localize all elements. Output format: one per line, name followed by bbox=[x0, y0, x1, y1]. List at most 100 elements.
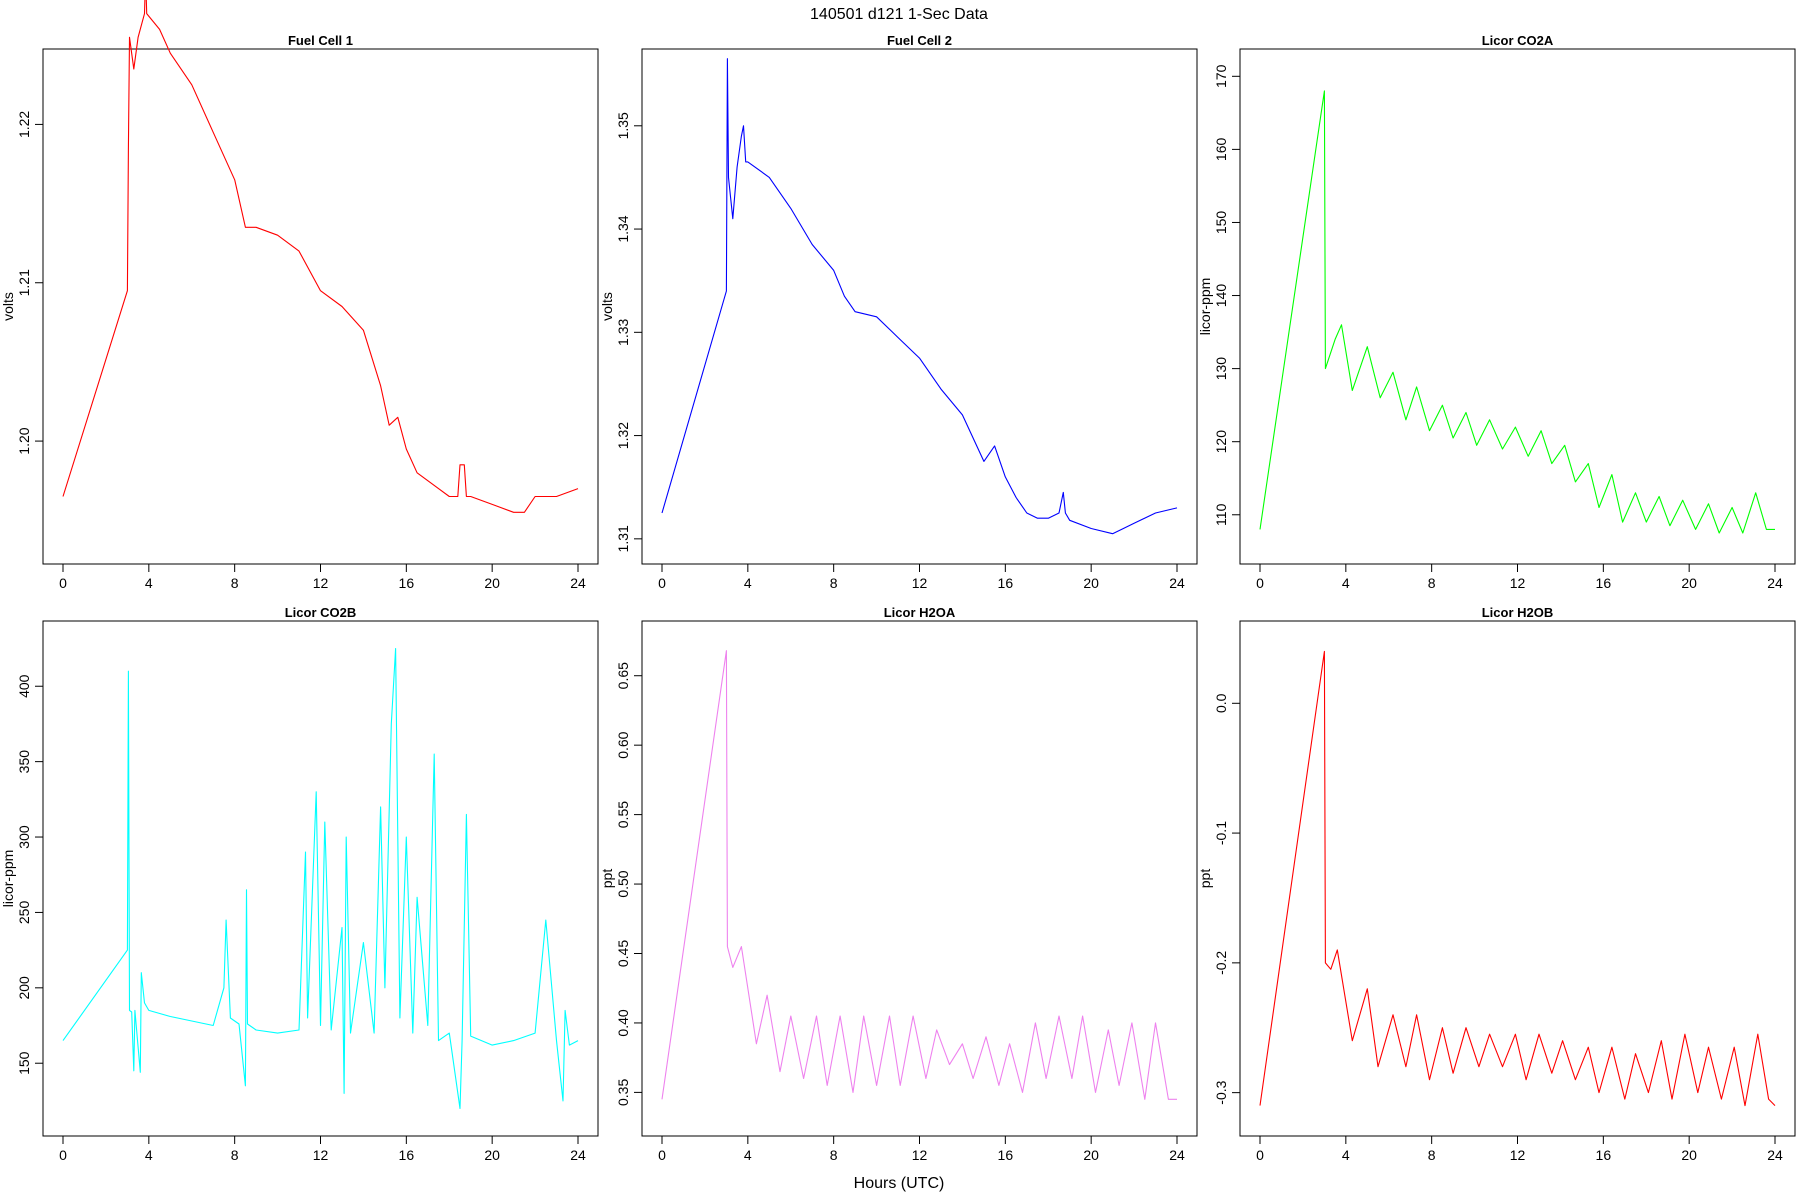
x-tick-label: 16 bbox=[399, 1147, 415, 1163]
y-tick-label: 1.35 bbox=[615, 112, 631, 139]
y-tick-label: 0.0 bbox=[1213, 693, 1229, 713]
x-tick-label: 0 bbox=[658, 575, 666, 591]
x-tick-label: 0 bbox=[658, 1147, 666, 1163]
y-tick-label: 140 bbox=[1213, 284, 1229, 308]
panel-title: Licor CO2A bbox=[1482, 33, 1554, 48]
x-tick-label: 24 bbox=[1767, 575, 1783, 591]
y-tick-label: 1.32 bbox=[615, 422, 631, 449]
panel-title: Licor H2OA bbox=[884, 605, 956, 620]
panels: Fuel Cell 1 0 4 8 12 16 20 24 1.20 1.21 1.22 voltsF… bbox=[0, 0, 1796, 1163]
x-tick-label: 4 bbox=[145, 575, 153, 591]
series-line bbox=[661, 650, 1177, 1100]
x-tick-label: 24 bbox=[570, 575, 586, 591]
y-tick-label: 1.21 bbox=[16, 269, 32, 296]
y-axis-label: licor-ppm bbox=[1197, 278, 1213, 336]
y-tick-label: 160 bbox=[1213, 137, 1229, 161]
x-tick-label: 8 bbox=[231, 575, 239, 591]
y-tick-label: 1.20 bbox=[16, 427, 32, 454]
x-tick-label: 4 bbox=[1342, 1147, 1350, 1163]
y-tick-label: 1.22 bbox=[16, 111, 32, 138]
y-tick-label: 200 bbox=[16, 976, 32, 1000]
x-tick-label: 4 bbox=[1342, 575, 1350, 591]
series-line bbox=[661, 58, 1178, 535]
x-tick-label: 4 bbox=[744, 575, 752, 591]
series-line bbox=[62, 0, 579, 513]
x-tick-label: 8 bbox=[830, 575, 838, 591]
x-tick-label: 8 bbox=[1428, 575, 1436, 591]
y-tick-label: 1.34 bbox=[615, 215, 631, 242]
x-tick-label: 12 bbox=[912, 1147, 928, 1163]
y-tick-label: 150 bbox=[16, 1051, 32, 1075]
x-tick-label: 0 bbox=[59, 1147, 67, 1163]
x-tick-label: 8 bbox=[231, 1147, 239, 1163]
x-tick-label: 12 bbox=[313, 1147, 329, 1163]
x-tick-label: 24 bbox=[1169, 575, 1185, 591]
x-tick-label: 4 bbox=[744, 1147, 752, 1163]
x-tick-label: 0 bbox=[59, 575, 67, 591]
y-tick-label: 130 bbox=[1213, 357, 1229, 381]
y-tick-label: 350 bbox=[16, 750, 32, 774]
x-tick-label: 12 bbox=[912, 575, 928, 591]
plot-frame bbox=[42, 48, 599, 565]
y-tick-label: 300 bbox=[16, 825, 32, 849]
y-tick-label: 250 bbox=[16, 901, 32, 925]
plot-frame bbox=[42, 620, 599, 1137]
y-tick-label: -0.1 bbox=[1213, 821, 1229, 845]
series-line bbox=[1259, 90, 1775, 534]
series-line bbox=[62, 647, 579, 1110]
x-tick-label: 24 bbox=[1169, 1147, 1185, 1163]
y-tick-label: 120 bbox=[1213, 430, 1229, 454]
x-tick-label: 12 bbox=[1510, 575, 1526, 591]
x-tick-label: 16 bbox=[1596, 575, 1612, 591]
y-tick-label: 0.35 bbox=[615, 1079, 631, 1106]
x-tick-label: 20 bbox=[1681, 1147, 1697, 1163]
x-tick-label: 20 bbox=[484, 575, 500, 591]
panel-2: Fuel Cell 2 0 4 8 12 16 20 24 1.31 1.32 1.33 1.34 1.… bbox=[599, 33, 1198, 591]
x-tick-label: 0 bbox=[1256, 575, 1264, 591]
y-tick-label: 0.50 bbox=[615, 870, 631, 897]
y-tick-label: 0.40 bbox=[615, 1009, 631, 1036]
y-tick-label: -0.2 bbox=[1213, 951, 1229, 975]
y-tick-label: -0.3 bbox=[1213, 1080, 1229, 1104]
y-tick-label: 400 bbox=[16, 674, 32, 698]
y-axis-label: ppt bbox=[599, 869, 615, 889]
y-axis-label: ppt bbox=[1197, 869, 1213, 889]
y-tick-label: 0.65 bbox=[615, 662, 631, 689]
y-tick-label: 1.33 bbox=[615, 318, 631, 345]
x-tick-label: 24 bbox=[570, 1147, 586, 1163]
panel-title: Licor CO2B bbox=[285, 605, 357, 620]
x-tick-label: 8 bbox=[1428, 1147, 1436, 1163]
y-axis-label: volts bbox=[0, 292, 16, 321]
panel-title: Licor H2OB bbox=[1482, 605, 1554, 620]
y-tick-label: 0.60 bbox=[615, 731, 631, 758]
panel-title: Fuel Cell 1 bbox=[288, 33, 353, 48]
panel-6: Licor H2OB 0 4 8 12 16 20 24 -0.3 -0.2 -0.1 0.0 ppt bbox=[1197, 605, 1796, 1163]
y-tick-label: 1.31 bbox=[615, 525, 631, 552]
panel-5: Licor H2OA 0 4 8 12 16 20 24 0.35 0.40 0.45 0.50 0.5… bbox=[599, 605, 1198, 1163]
x-tick-label: 16 bbox=[399, 575, 415, 591]
panel-1: Fuel Cell 1 0 4 8 12 16 20 24 1.20 1.21 1.22 volts bbox=[0, 0, 599, 591]
series-line bbox=[1259, 650, 1776, 1107]
x-tick-label: 20 bbox=[1083, 1147, 1099, 1163]
x-tick-label: 20 bbox=[1681, 575, 1697, 591]
y-tick-label: 0.45 bbox=[615, 940, 631, 967]
x-tick-label: 16 bbox=[998, 1147, 1014, 1163]
x-axis-label: Hours (UTC) bbox=[854, 1175, 945, 1192]
x-tick-label: 12 bbox=[313, 575, 329, 591]
x-tick-label: 20 bbox=[1083, 575, 1099, 591]
panel-4: Licor CO2B 0 4 8 12 16 20 24 150 200 250 300 350 400 l… bbox=[0, 605, 599, 1163]
y-tick-label: 170 bbox=[1213, 64, 1229, 88]
x-tick-label: 16 bbox=[1596, 1147, 1612, 1163]
plot-frame bbox=[641, 48, 1198, 565]
x-tick-label: 16 bbox=[998, 575, 1014, 591]
figure-title: 140501 d121 1-Sec Data bbox=[810, 6, 988, 23]
y-axis-label: volts bbox=[599, 292, 615, 321]
x-tick-label: 4 bbox=[145, 1147, 153, 1163]
x-tick-label: 12 bbox=[1510, 1147, 1526, 1163]
x-tick-label: 8 bbox=[830, 1147, 838, 1163]
plot-frame bbox=[1239, 48, 1796, 565]
y-tick-label: 110 bbox=[1213, 503, 1229, 526]
panel-3: Licor CO2A 0 4 8 12 16 20 24 110 120 130 140 150 160 1… bbox=[1197, 33, 1796, 591]
x-tick-label: 0 bbox=[1256, 1147, 1264, 1163]
